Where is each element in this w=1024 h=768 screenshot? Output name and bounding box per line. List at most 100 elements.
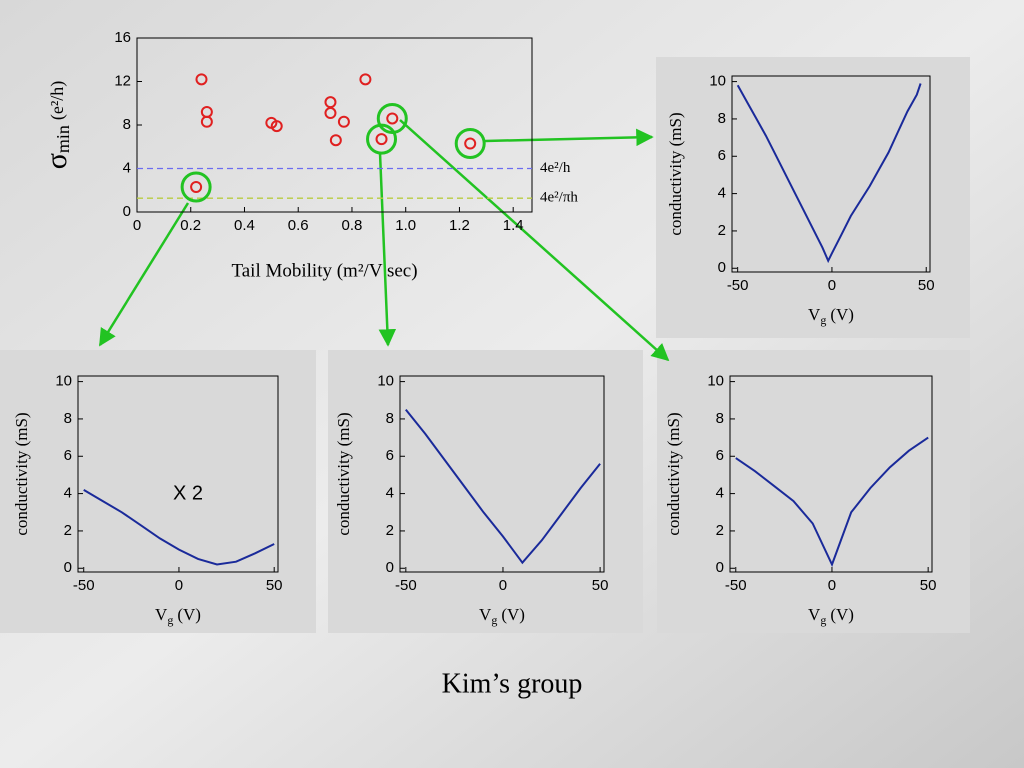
x-tick-label: 50 [592,577,609,594]
x-tick-label: -50 [73,577,95,594]
data-point [190,180,203,193]
x-label-sub: g [167,613,173,627]
footer: Kim’s group [442,668,583,699]
panel [328,350,643,633]
panel [656,57,970,338]
data-line [83,489,275,566]
y-axis-label: conductivity (mS) [12,412,31,535]
y-tick-label: 10 [707,373,724,390]
x-tick-label: -50 [727,277,749,294]
x-tick-label: 50 [266,577,283,594]
y-tick-label: 0 [716,559,724,576]
data-point [200,115,213,128]
x-tick-label: -50 [725,577,747,594]
y-tick-label: 4 [716,485,724,502]
highlight-ring [180,171,212,203]
y-axis-label: conductivity (mS) [664,412,683,535]
y-tick-label: 6 [718,147,726,164]
reference-label: 4e²/πh [540,190,578,206]
y-tick-label: 0 [718,259,726,276]
data-point [386,112,399,125]
x-tick-label: 1.4 [503,217,524,234]
x-label-unit: (V) [501,605,525,624]
y-axis-label: σmin (e²/h) [40,81,73,170]
x-tick-label: 50 [920,577,937,594]
x-tick-label: 0 [499,577,507,594]
y-tick-label: 8 [386,410,394,427]
x-tick-label: 0 [828,277,836,294]
y-tick-label: 8 [123,116,131,133]
y-tick-label: 10 [709,73,726,90]
y-tick-label: 8 [718,110,726,127]
x-label-main: V [155,605,168,624]
arrow [399,119,670,362]
y-tick-label: 0 [64,559,72,576]
panel [0,350,316,633]
y-tick-label: 2 [64,522,72,539]
data-point [270,120,283,133]
y-label-unit: (e²/h) [47,81,68,120]
y-tick-label: 4 [386,485,394,502]
x-tick-label: 0 [133,217,141,234]
data-point [195,73,208,86]
plot-frame [77,375,279,573]
x-tick-label: 50 [918,277,935,294]
y-tick-label: 6 [386,447,394,464]
data-point [359,73,372,86]
y-tick-label: 4 [718,185,726,202]
data-line [736,83,922,264]
x-axis-label: Tail Mobility (m²/V sec) [231,260,417,281]
arrow [484,128,654,147]
x-label-unit: (V) [177,605,201,624]
y-tick-label: 0 [386,559,394,576]
y-tick-label: 0 [123,203,131,220]
annotation: X 2 [173,482,203,504]
x-tick-label: 0.8 [342,217,363,234]
y-tick-label: 4 [64,485,72,502]
x-axis-label: Vg (V) [479,605,525,627]
x-tick-label: 0.4 [234,217,255,234]
plot-frame [399,375,605,573]
x-label-sub: g [491,613,497,627]
arrow [378,152,397,347]
x-tick-label: 0.6 [288,217,309,234]
x-tick-label: 1.0 [395,217,416,234]
y-tick-label: 6 [64,447,72,464]
y-tick-label: 2 [716,522,724,539]
reference-label: 4e²/h [540,160,571,176]
y-tick-label: 16 [114,29,131,46]
y-label-symbol: σ [40,153,73,169]
data-point [329,134,342,147]
x-axis-label: Vg (V) [808,305,854,327]
x-label-unit: (V) [830,605,854,624]
x-tick-label: -50 [395,577,417,594]
data-point [375,133,388,146]
x-axis-label: Vg (V) [155,605,201,627]
arrows [98,119,670,362]
x-label-main: V [808,305,821,324]
y-tick-label: 12 [114,72,131,89]
y-axis-label: conductivity (mS) [666,112,685,235]
y-tick-label: 4 [123,159,131,176]
plot-frame [731,75,931,273]
arrow [98,202,190,347]
x-label-unit: (V) [830,305,854,324]
data-point [337,115,350,128]
y-axis-label: conductivity (mS) [334,412,353,535]
x-tick-label: 1.2 [449,217,470,234]
data-point [464,137,477,150]
y-tick-label: 10 [377,373,394,390]
data-line [735,436,929,568]
y-tick-label: 2 [718,222,726,239]
y-tick-label: 8 [64,410,72,427]
x-label-main: V [479,605,492,624]
x-tick-label: 0 [175,577,183,594]
highlight-ring [376,102,408,134]
y-label-sub: min [53,125,73,153]
highlight-ring [454,127,486,159]
y-tick-label: 8 [716,410,724,427]
data-point [324,107,337,120]
data-line [405,408,601,565]
plot-frame [729,375,933,573]
